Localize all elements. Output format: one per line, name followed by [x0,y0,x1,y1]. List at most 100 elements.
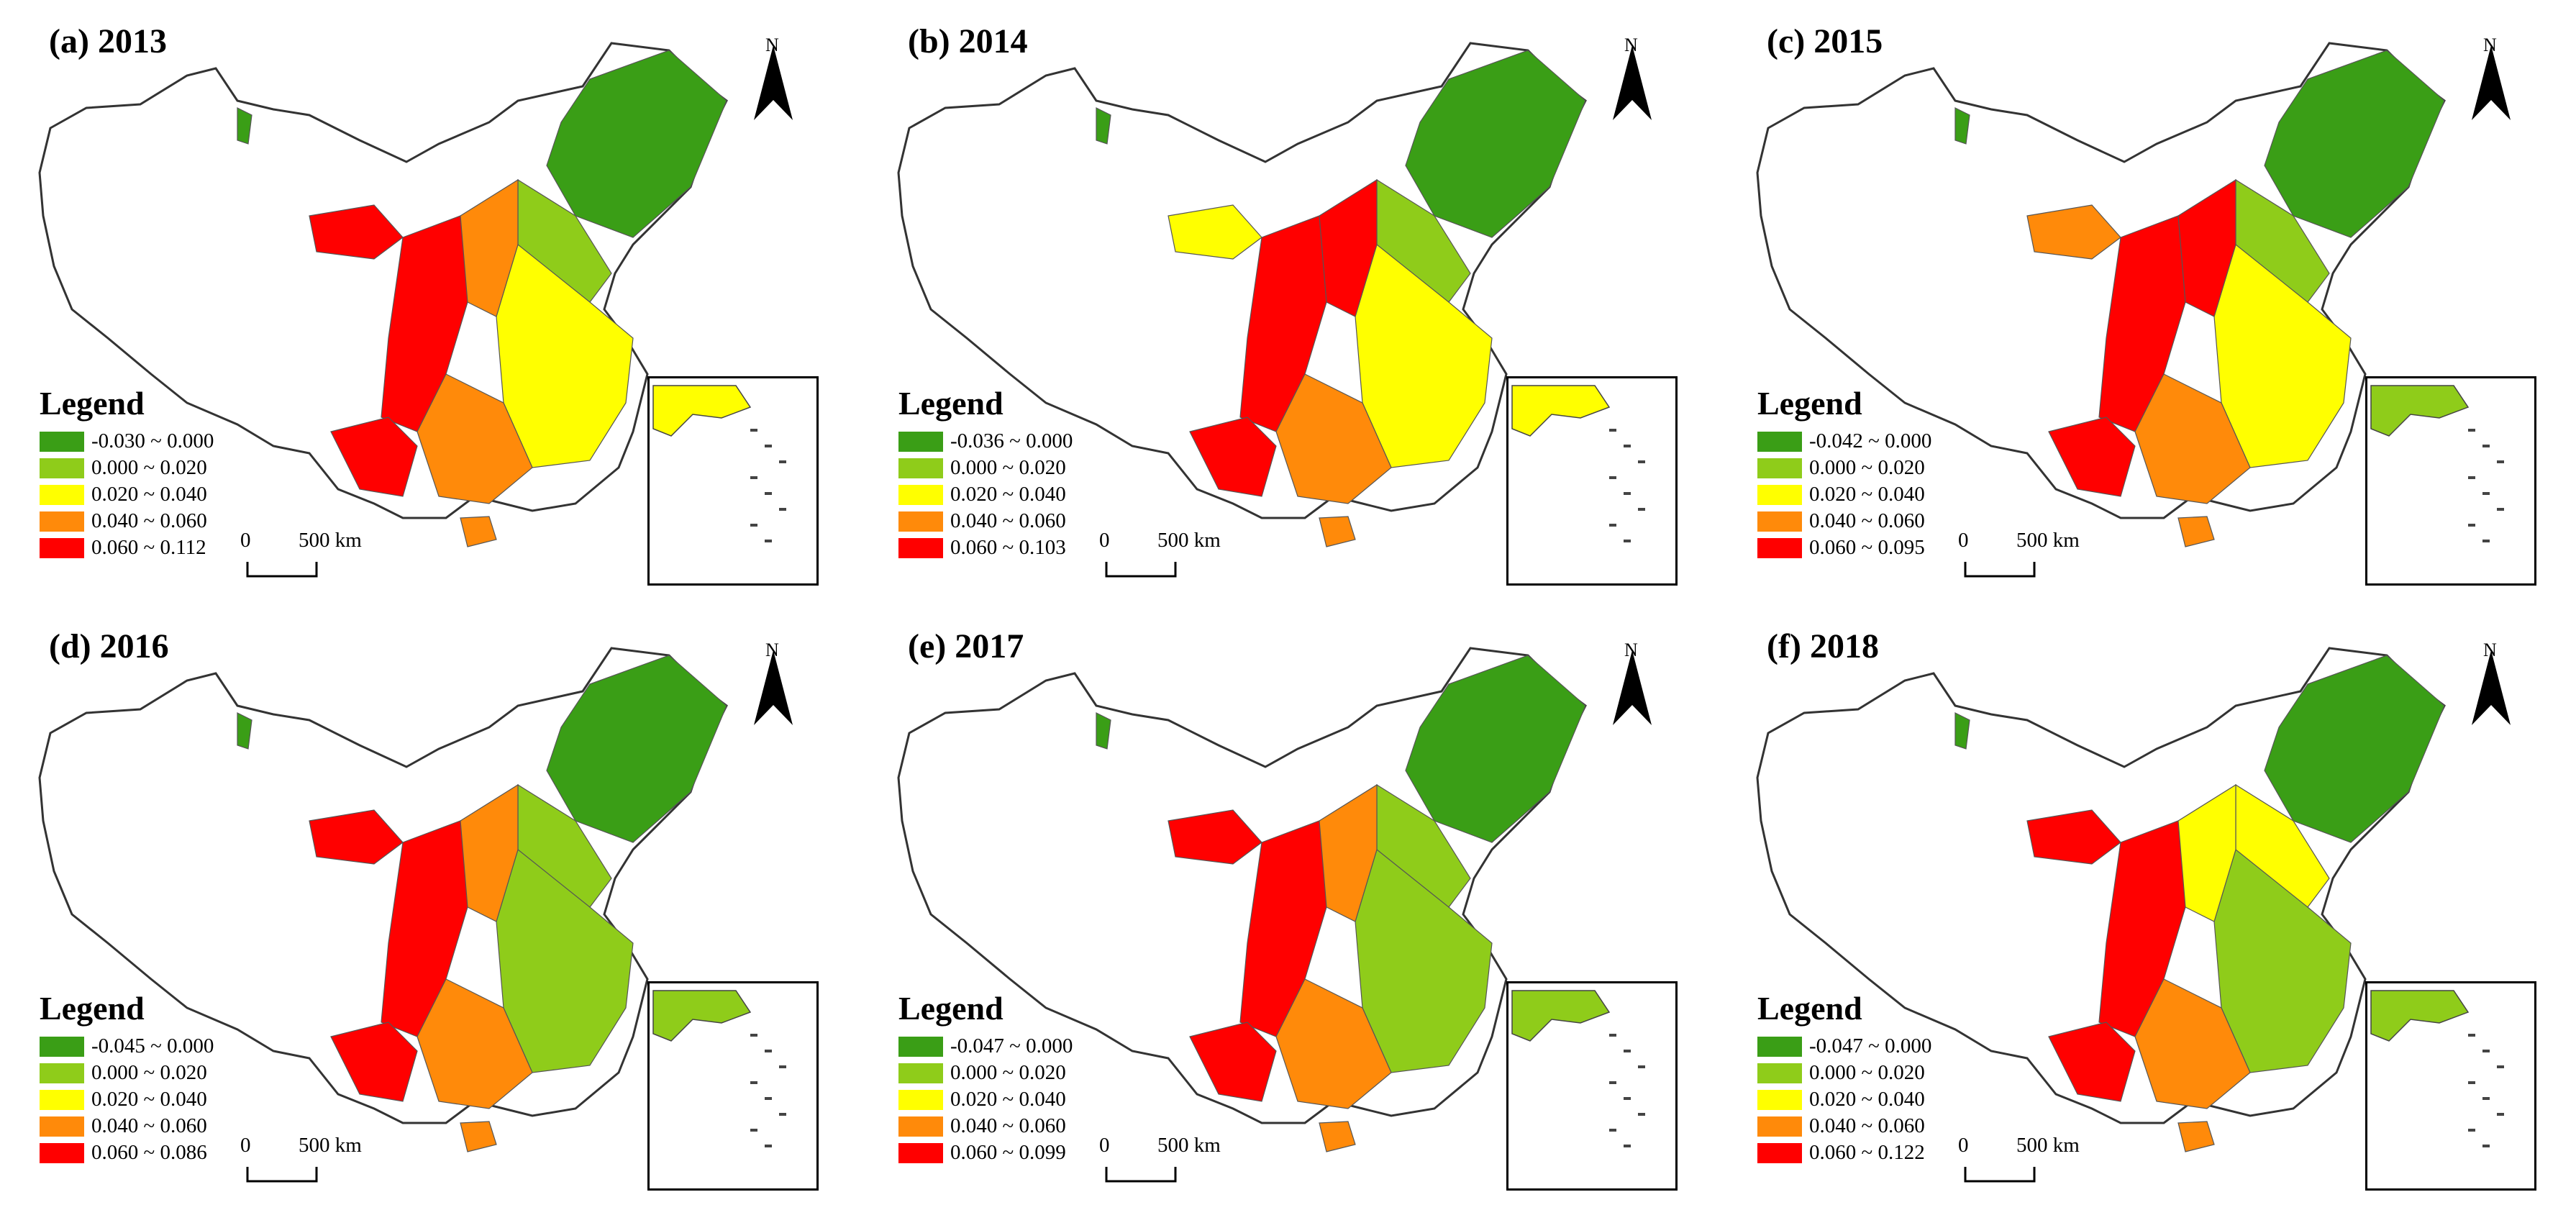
choropleth-map [38,42,728,547]
nine-dash-line-segment [1609,524,1616,527]
legend-label: 0.040 ~ 0.060 [950,509,1066,532]
legend-label: 0.000 ~ 0.020 [950,1061,1066,1084]
inset-coast [2370,990,2470,1042]
legend-row: 0.020 ~ 0.040 [898,481,1136,508]
city-region [1189,1022,1277,1102]
legend-label: 0.000 ~ 0.020 [950,456,1066,479]
inset-coast [652,990,752,1042]
legend-row: 0.020 ~ 0.040 [1757,481,1995,508]
map-panel-b: (b) 2014 N Legend -0.036 ~ 0.000 0.000 ~… [859,0,1717,605]
legend-swatch [898,537,943,558]
north-arrow-icon [754,45,793,120]
legend-row: 0.060 ~ 0.122 [1757,1140,1995,1166]
legend-label: 0.060 ~ 0.086 [91,1141,207,1164]
legend-swatch [898,1116,943,1137]
city-region [1954,107,1970,145]
nine-dash-line-segment [1638,1113,1645,1116]
nine-dash-line-segment [2482,1097,2490,1100]
map-panel-d: (d) 2016 N Legend -0.045 ~ 0.000 0.000 ~… [0,605,858,1210]
nine-dash-line-segment [1624,1145,1631,1147]
legend: Legend -0.047 ~ 0.000 0.000 ~ 0.020 0.02… [1757,990,1995,1166]
scale-distance-label: 500 km [1157,1134,1221,1157]
nine-dash-line-segment [765,492,772,495]
north-arrow-icon [1613,650,1652,725]
legend-swatch [898,511,943,532]
legend-row: 0.040 ~ 0.060 [40,508,277,535]
legend: Legend -0.045 ~ 0.000 0.000 ~ 0.020 0.02… [40,990,277,1166]
panel-title: (f) 2018 [1767,627,1879,665]
nine-dash-line-segment [2497,508,2504,511]
nine-dash-line-segment [2497,1065,2504,1068]
city-region [1096,712,1111,750]
legend-swatch [898,431,943,452]
legend-swatch [40,1116,84,1137]
legend-title: Legend [40,385,145,422]
legend-label: 0.000 ~ 0.020 [91,456,207,479]
nine-dash-line-segment [2468,1081,2475,1084]
city-region [2177,1121,2215,1152]
city-region [1189,417,1277,497]
city-region [1355,848,1493,1073]
choropleth-map [897,647,1587,1152]
legend-row: 0.060 ~ 0.099 [898,1140,1136,1166]
north-arrow-icon [2472,650,2511,725]
panel-title: (a) 2013 [49,22,167,60]
scale-distance-label: 500 km [2016,529,2080,552]
legend-row: 0.040 ~ 0.060 [1757,508,1995,535]
legend-swatch [40,431,84,452]
scale-distance-label: 500 km [1157,529,1221,552]
city-region [309,809,404,865]
city-region [1319,516,1356,547]
legend: Legend -0.030 ~ 0.000 0.000 ~ 0.020 0.02… [40,385,277,561]
city-region [496,243,634,468]
panel-title: (e) 2017 [908,627,1024,665]
legend-row: 0.060 ~ 0.112 [40,535,277,561]
legend-swatch [1757,484,1802,505]
north-label: N [2483,640,2497,660]
legend-row: 0.000 ~ 0.020 [1757,455,1995,481]
nine-dash-line-segment [2482,445,2490,447]
city-region [2213,848,2352,1073]
legend-swatch [40,511,84,532]
legend-title: Legend [1757,385,1862,422]
legend-label: -0.047 ~ 0.000 [1809,1034,1932,1057]
legend-swatch [40,1063,84,1083]
city-region [330,1022,418,1102]
legend-swatch [1757,537,1802,558]
city-region [1355,243,1493,468]
scale-bar [1105,1167,1177,1183]
legend-row: 0.040 ~ 0.060 [898,1113,1136,1140]
legend-title: Legend [1757,990,1862,1027]
nine-dash-line-segment [2468,524,2475,527]
legend-label: 0.040 ~ 0.060 [1809,1114,1925,1137]
scale-zero-label: 0 [240,1134,251,1157]
north-arrow-icon [754,650,793,725]
north-arrow-icon [2472,45,2511,120]
legend-row: 0.020 ~ 0.040 [40,481,277,508]
north-label: N [765,35,779,55]
nine-dash-line-segment [1609,1081,1616,1084]
legend-row: 0.000 ~ 0.020 [898,1060,1136,1086]
legend-label: 0.040 ~ 0.060 [91,1114,207,1137]
city-region [1168,204,1262,260]
legend-swatch [40,1036,84,1057]
nine-dash-line-segment [2468,429,2475,432]
legend-row: -0.042 ~ 0.000 [1757,428,1995,455]
legend-label: 0.060 ~ 0.122 [1809,1141,1925,1164]
legend-swatch [1757,1142,1802,1163]
city-region [1954,712,1970,750]
nine-dash-line-segment [765,1097,772,1100]
nine-dash-line-segment [779,1113,786,1116]
nine-dash-line-segment [1609,1034,1616,1037]
north-label: N [2483,35,2497,55]
panel-title: (b) 2014 [908,22,1028,60]
city-region [1405,655,1586,843]
nine-dash-line-segment [750,476,757,479]
city-region [237,107,252,145]
north-label: N [1624,35,1638,55]
choropleth-map [897,42,1587,547]
scale-zero-label: 0 [1099,1134,1110,1157]
city-region [1275,978,1392,1109]
legend-label: 0.020 ~ 0.040 [950,483,1066,506]
legend-label: 0.020 ~ 0.040 [950,1088,1066,1111]
